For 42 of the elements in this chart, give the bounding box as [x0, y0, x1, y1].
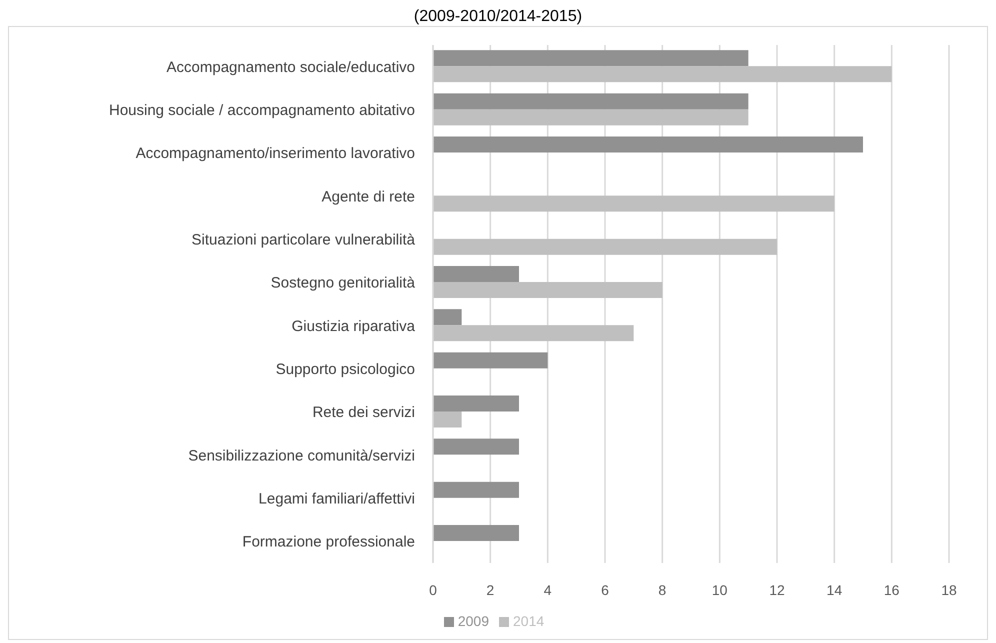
bar — [433, 266, 519, 282]
bar — [433, 309, 462, 326]
y-tick-label: Sostegno genitorialità — [270, 274, 416, 292]
legend-label: 2009 — [458, 613, 489, 629]
y-tick-label: Housing sociale / accompagnamento abitativo — [108, 102, 415, 120]
bar — [433, 412, 462, 428]
bar — [433, 482, 519, 498]
y-tick-label: Accompagnamento sociale/educativo — [166, 58, 415, 76]
bar — [433, 196, 834, 212]
y-tick-label: Sensibilizzazione comunità/servizi — [188, 447, 415, 464]
x-tick-label: 2 — [486, 582, 494, 598]
bar — [433, 93, 748, 110]
bar — [433, 438, 519, 455]
bar — [433, 50, 748, 66]
x-tick-label: 14 — [826, 582, 842, 598]
y-tick-label: Agente di rete — [322, 188, 415, 206]
bar — [433, 109, 748, 126]
y-tick-label: Situazioni particolare vulnerabilità — [192, 232, 416, 249]
bar — [433, 525, 519, 542]
x-tick-label: 0 — [429, 582, 438, 598]
bar — [433, 136, 863, 153]
x-tick-label: 10 — [712, 582, 728, 598]
bar — [433, 282, 662, 298]
x-tick-label: 8 — [658, 582, 666, 598]
legend-label: 2014 — [513, 613, 544, 629]
x-tick-label: 4 — [544, 582, 552, 598]
chart-title: (2009-2010/2014-2015) — [412, 8, 584, 26]
x-tick-label: 18 — [941, 582, 957, 598]
y-tick-label: Accompagnamento/inserimento lavorativo — [136, 145, 415, 162]
x-tick-label: 16 — [884, 582, 900, 598]
x-tick-label: 12 — [769, 582, 785, 598]
y-tick-label: Formazione professionale — [242, 534, 415, 551]
bar — [433, 238, 777, 255]
bar — [433, 352, 548, 368]
bar — [433, 66, 892, 82]
y-tick-label: Giustizia riparativa — [292, 318, 416, 335]
y-tick-label: Rete dei servizi — [312, 404, 415, 422]
x-tick-label: 6 — [601, 582, 610, 598]
y-tick-label: Supporto psicologico — [276, 361, 415, 378]
bar — [433, 325, 634, 342]
y-tick-label: Legami familiari/affettivi — [258, 490, 415, 508]
bar — [433, 396, 519, 412]
